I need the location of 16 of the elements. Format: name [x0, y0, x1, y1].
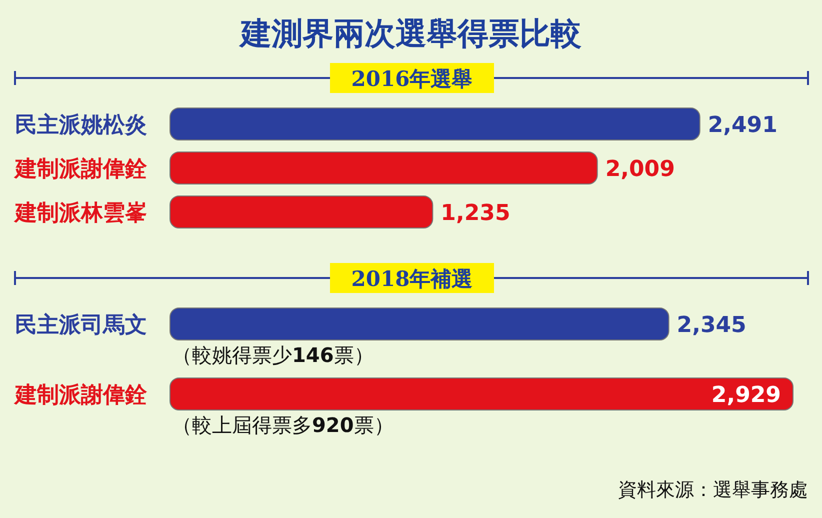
y-tick-label: 建制派林雲峯 — [13, 201, 147, 226]
chart-title: 建測界兩次選舉得票比較 — [238, 16, 582, 52]
data-label: 2,929 — [711, 383, 781, 408]
y-tick-label: 民主派司馬文 — [15, 312, 147, 338]
data-label: 2,345 — [676, 313, 746, 338]
y-tick-label: 建制派謝偉銓 — [13, 383, 148, 408]
chart-subtitle: 2018年補選 — [351, 266, 473, 291]
source-note: 資料來源：選舉事務處 — [618, 479, 808, 501]
annotation: （較上屆得票多920票） — [172, 413, 394, 437]
chart-subtitle: 2016年選舉 — [351, 66, 473, 91]
data-label: 2,009 — [605, 157, 675, 182]
annotation: （較姚得票少146票） — [172, 343, 374, 367]
data-label: 1,235 — [440, 201, 510, 226]
y-tick-label: 民主派姚松炎 — [15, 112, 147, 138]
y-tick-label: 建制派謝偉銓 — [13, 157, 148, 182]
data-label: 2,491 — [708, 113, 778, 138]
